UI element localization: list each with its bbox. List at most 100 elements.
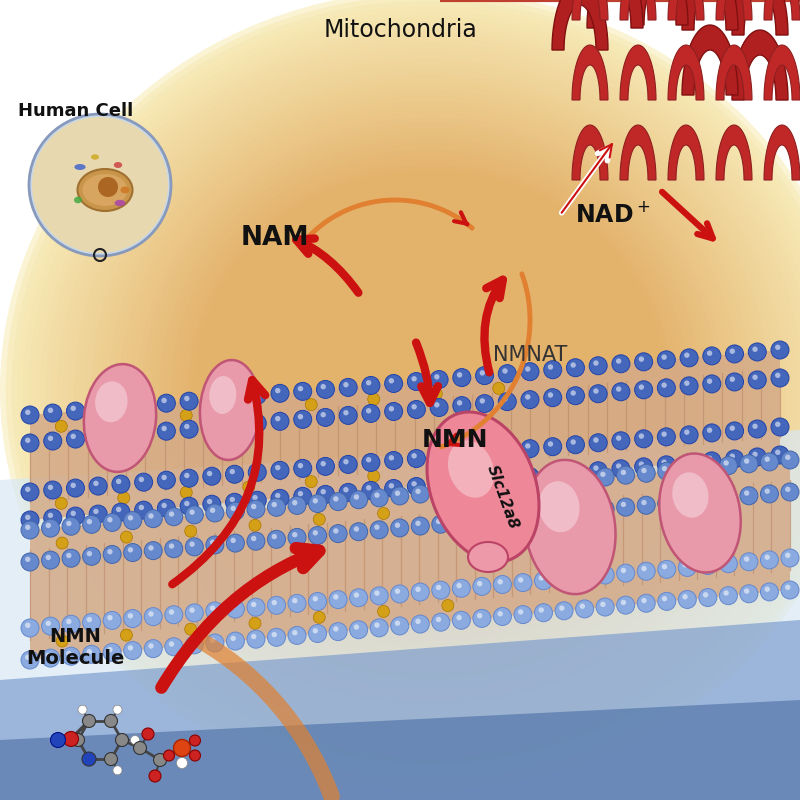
Polygon shape [30, 460, 790, 660]
Circle shape [103, 611, 121, 630]
Ellipse shape [159, 138, 701, 642]
Circle shape [366, 457, 371, 462]
Circle shape [61, 735, 70, 745]
Circle shape [230, 469, 235, 474]
Circle shape [411, 404, 417, 410]
Circle shape [502, 368, 508, 374]
Circle shape [339, 406, 357, 425]
Circle shape [113, 766, 122, 775]
Circle shape [70, 510, 76, 516]
Circle shape [600, 504, 606, 509]
Circle shape [394, 589, 400, 594]
Circle shape [180, 392, 198, 410]
Ellipse shape [17, 6, 800, 774]
Circle shape [389, 378, 394, 383]
Circle shape [389, 406, 394, 411]
Circle shape [48, 436, 53, 441]
Circle shape [177, 758, 187, 769]
Circle shape [317, 458, 334, 475]
Circle shape [703, 347, 721, 365]
Circle shape [434, 479, 439, 485]
Circle shape [703, 375, 721, 393]
Circle shape [740, 585, 758, 602]
Circle shape [680, 349, 698, 367]
Circle shape [55, 498, 67, 510]
Circle shape [70, 434, 76, 439]
Circle shape [329, 525, 347, 542]
Circle shape [707, 455, 712, 461]
Circle shape [415, 521, 421, 526]
Circle shape [498, 611, 503, 617]
Ellipse shape [6, 0, 800, 785]
Ellipse shape [137, 117, 723, 663]
Circle shape [148, 514, 154, 518]
Circle shape [333, 528, 338, 534]
Circle shape [82, 614, 101, 631]
Circle shape [298, 414, 303, 419]
Ellipse shape [525, 460, 615, 594]
Circle shape [180, 486, 192, 498]
Circle shape [411, 481, 417, 486]
Circle shape [775, 450, 781, 455]
Circle shape [703, 462, 708, 467]
Circle shape [662, 382, 667, 388]
Circle shape [707, 378, 712, 384]
Circle shape [63, 731, 78, 746]
Circle shape [48, 513, 53, 518]
Circle shape [207, 394, 212, 399]
Circle shape [144, 510, 162, 528]
Circle shape [206, 504, 224, 522]
Circle shape [48, 485, 53, 490]
Polygon shape [0, 700, 800, 800]
Circle shape [765, 554, 770, 560]
Circle shape [740, 553, 758, 570]
Circle shape [493, 382, 505, 394]
Circle shape [148, 546, 154, 550]
Polygon shape [764, 125, 800, 180]
Circle shape [775, 422, 781, 427]
Circle shape [682, 594, 688, 599]
Circle shape [275, 493, 281, 498]
Circle shape [21, 651, 39, 669]
Ellipse shape [51, 38, 800, 742]
Circle shape [744, 588, 750, 594]
Circle shape [740, 486, 758, 505]
Text: Slc12a8: Slc12a8 [485, 462, 522, 531]
Circle shape [617, 498, 634, 516]
Circle shape [548, 470, 553, 474]
Circle shape [42, 649, 59, 667]
Circle shape [271, 412, 289, 430]
Circle shape [638, 357, 644, 362]
Circle shape [442, 502, 454, 514]
Circle shape [580, 506, 585, 511]
Circle shape [662, 596, 667, 602]
Circle shape [502, 474, 508, 478]
Circle shape [366, 408, 371, 414]
Circle shape [436, 486, 442, 492]
Circle shape [162, 426, 167, 431]
Circle shape [321, 489, 326, 494]
Circle shape [25, 622, 30, 628]
Circle shape [116, 402, 122, 407]
Circle shape [707, 350, 712, 356]
Circle shape [350, 621, 368, 638]
Circle shape [210, 507, 215, 513]
Circle shape [658, 379, 675, 397]
Circle shape [313, 628, 318, 634]
Circle shape [594, 388, 598, 394]
Circle shape [374, 590, 380, 596]
Circle shape [107, 647, 113, 653]
Circle shape [62, 518, 80, 535]
Circle shape [432, 515, 450, 533]
Circle shape [475, 444, 494, 462]
Circle shape [169, 610, 174, 614]
Circle shape [321, 461, 326, 466]
Circle shape [730, 426, 735, 431]
Circle shape [62, 615, 80, 634]
Circle shape [206, 536, 224, 554]
Circle shape [29, 114, 171, 256]
Polygon shape [30, 350, 780, 520]
Circle shape [46, 653, 51, 658]
Circle shape [113, 705, 122, 714]
Circle shape [785, 454, 790, 460]
